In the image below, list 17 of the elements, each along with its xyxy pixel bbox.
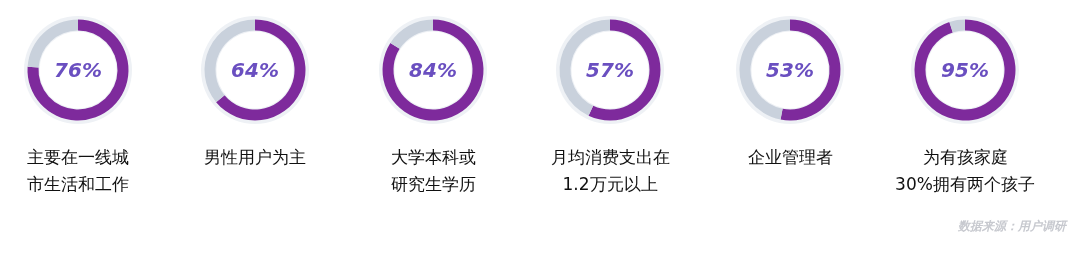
data-label: 57%	[586, 58, 634, 82]
donut-slice	[949, 19, 965, 33]
data-label: 95%	[941, 58, 989, 82]
data-label: 84%	[409, 58, 457, 82]
text: 为有孩家庭 30%拥有两个孩子	[894, 146, 1036, 196]
text: 主要在一线城市生活和工作	[26, 146, 130, 196]
text: 大学本科或研究生学历	[389, 146, 477, 196]
data-label: 64%	[231, 58, 279, 82]
donut-slice	[588, 19, 661, 121]
text: 企业管理者	[746, 146, 834, 169]
data-label: 53%	[766, 58, 814, 82]
data-label: 76%	[54, 58, 102, 82]
donut-slice	[216, 19, 306, 121]
text: 月均消费支出在 1.2万元以上	[549, 146, 671, 196]
source-note: 数据来源：用户调研	[958, 218, 1066, 235]
donut-slice	[390, 19, 433, 49]
text: 男性用户为主	[203, 146, 307, 169]
